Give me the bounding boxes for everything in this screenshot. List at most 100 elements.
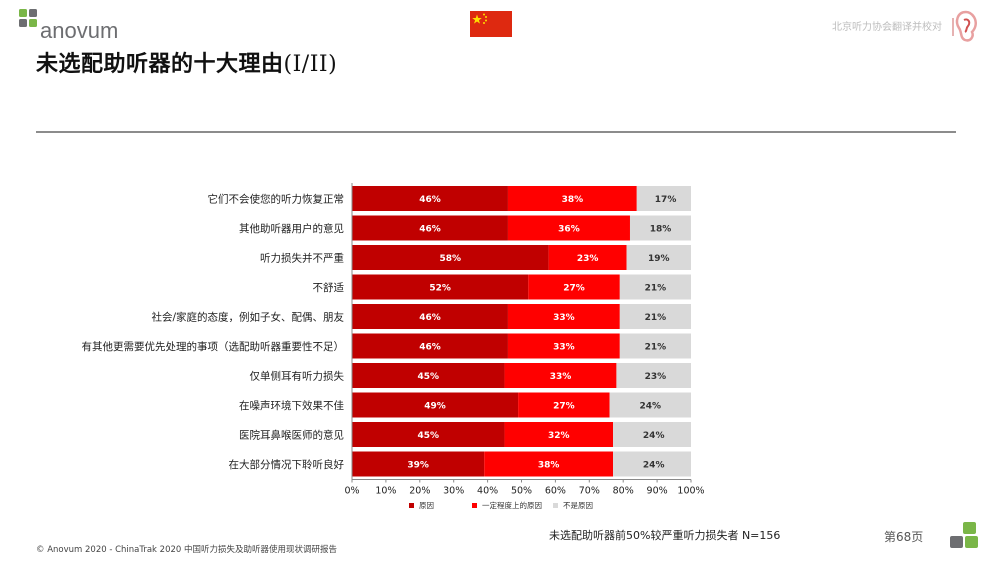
copyright: © Anovum 2020 - ChinaTrak 2020 中国听力损失及助听… [36,545,337,555]
bar-segment [507,304,620,329]
data-label: 21% [645,313,667,323]
x-tick-label: 60% [545,486,566,497]
ear-logo-icon [952,10,977,42]
bar-segment [352,304,508,329]
legend: 原因 一定程度上的原因 不是原因 [409,500,593,510]
x-tick-label: 90% [647,486,668,497]
data-label: 21% [645,284,667,294]
legend-label: 一定程度上的原因 [482,500,542,510]
data-label: 33% [553,343,575,353]
svg-text:anovum: anovum [40,18,118,42]
bar-segment [352,274,529,300]
data-label: 33% [553,313,575,323]
legend-label: 原因 [419,501,434,510]
x-tick-label: 20% [409,486,430,497]
bar-segment [629,215,691,241]
data-label: 45% [418,431,440,441]
bar-segment [484,451,614,477]
data-label: 38% [562,195,584,205]
data-label: 45% [418,372,440,382]
bar-segment [352,392,519,418]
bar-segment [613,422,691,447]
data-label: 23% [577,254,599,264]
legend-swatch [409,503,414,508]
bar-segment [352,215,508,241]
x-tick-label: 0% [344,486,359,497]
sample-note: 未选配助听器前50%较严重听力损失者 N=156 [549,529,781,542]
bar-segment [504,422,614,447]
data-label: 24% [640,402,662,412]
x-tick-label: 100% [677,486,704,497]
category-label: 仅单侧耳有听力损失 [250,370,345,383]
data-label: 58% [440,254,462,264]
data-label: 46% [419,313,441,323]
bar-segment [507,215,630,241]
data-label: 46% [419,225,441,235]
category-label: 听力损失并不严重 [260,252,344,265]
data-label: 23% [645,372,667,382]
bar-segment [528,274,620,300]
x-tick-label: 70% [579,486,600,497]
data-label: 38% [538,461,560,471]
title-main: 未选配助听器的十大理由 [36,52,284,77]
china-flag-icon [470,11,512,37]
data-label: 18% [650,225,672,235]
x-tick-label: 40% [477,486,498,497]
legend-swatch [472,503,477,508]
data-label: 33% [550,372,572,382]
bar-segment [613,451,691,477]
header-divider [36,131,956,133]
category-label: 医院耳鼻喉医师的意见 [239,429,344,442]
bar-segment [352,186,508,211]
bar-segment [548,245,627,270]
org-note: 北京听力协会翻译并校对 [832,22,942,33]
page-number: 第68页 [884,530,924,544]
data-label: 46% [419,343,441,353]
bar-segment [626,245,691,270]
data-label: 17% [655,195,677,205]
x-axis: 0% 10% 20% 30% 40% 50% 60% 70% 80% 90% 100% [344,183,705,497]
value-labels: 46% 38% 17% 46% 36% 18% 58% 23% 19% 52% 27% 21% 46% 3… [407,195,676,471]
corner-logo-icon [950,522,978,548]
bar-segment [504,363,617,388]
anovum-logo: anovum [19,9,118,42]
bar-segment [619,333,691,359]
bar-segment [352,333,508,359]
x-tick-label: 50% [511,486,532,497]
bar-segment [636,186,691,211]
bar-segment [352,363,505,388]
bar-segment [619,304,691,329]
bar-segment [507,333,620,359]
bars [352,186,691,477]
legend-label: 不是原因 [563,501,593,510]
data-label: 32% [548,431,570,441]
data-label: 39% [407,461,429,471]
category-label: 在噪声环境下效果不佳 [239,399,344,412]
category-label: 其他助听器用户的意见 [239,222,344,235]
category-label: 它们不会使您的听力恢复正常 [208,193,345,206]
category-label: 有其他更需要优先处理的事项（选配助听器重要性不足） [82,340,345,353]
category-label: 不舒适 [313,281,345,294]
data-label: 49% [424,402,446,412]
x-tick-label: 80% [613,486,634,497]
bar-segment [352,422,505,447]
bar-segment [352,245,549,270]
data-label: 52% [429,284,451,294]
data-label: 27% [553,402,575,412]
legend-swatch [553,503,558,508]
bar-segment [616,363,691,388]
category-labels: 它们不会使您的听力恢复正常其他助听器用户的意见听力损失并不严重不舒适社会/家庭的… [82,193,345,472]
data-label: 19% [648,254,670,264]
x-tick-label: 30% [443,486,464,497]
data-label: 21% [645,343,667,353]
bar-segment [507,186,637,211]
bar-segment [619,274,691,300]
data-label: 36% [558,225,580,235]
bar-segment [609,392,691,418]
data-label: 46% [419,195,441,205]
x-tick-label: 10% [375,486,396,497]
bar-segment [352,451,485,477]
data-label: 27% [563,284,585,294]
data-label: 24% [643,431,665,441]
